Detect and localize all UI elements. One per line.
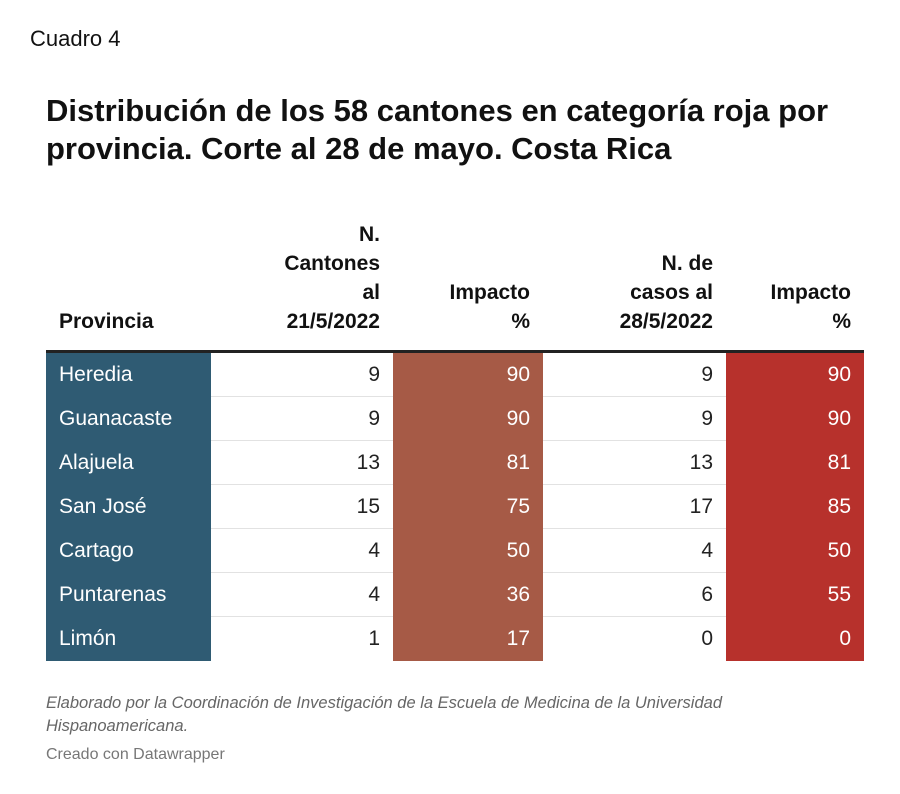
header-casos-28: N. de casos al 28/5/2022: [543, 220, 726, 353]
cell-provincia: Cartago: [46, 528, 211, 573]
cell-provincia: Heredia: [46, 351, 211, 397]
table-row: Cartago 4 50 4 50: [46, 528, 864, 573]
cell-cantones-21: 4: [211, 528, 393, 573]
header-line: al: [362, 281, 380, 304]
header-line: 21/5/2022: [286, 310, 380, 333]
header-line: Impacto: [449, 281, 530, 304]
header-line: casos al: [630, 281, 713, 304]
cell-impacto-21: 17: [393, 616, 543, 661]
cell-cantones-21: 13: [211, 440, 393, 485]
cell-impacto-21: 90: [393, 396, 543, 441]
header-line: Provincia: [59, 310, 154, 333]
cell-impacto-28: 0: [726, 616, 864, 661]
data-table: Provincia N. Cantones al 21/5/2022 Impacto% N.…: [46, 220, 864, 661]
cell-impacto-28: 55: [726, 572, 864, 617]
cell-impacto-21: 90: [393, 351, 543, 397]
table-body: Heredia 9 90 9 90 Guanacaste 9 90 9 90 Alajuela 13 8…: [46, 351, 864, 661]
cell-cantones-21: 9: [211, 396, 393, 441]
cell-impacto-28: 90: [726, 396, 864, 441]
table-row: Limón 1 17 0 0: [46, 616, 864, 661]
header-line: N. de: [661, 252, 713, 275]
cell-provincia: San José: [46, 484, 211, 529]
cell-impacto-28: 90: [726, 351, 864, 397]
cell-impacto-28: 85: [726, 484, 864, 529]
source-note: Elaborado por la Coordinación de Investi…: [46, 694, 723, 735]
header-cantones-21: N. Cantones al 21/5/2022: [211, 220, 393, 353]
cell-provincia: Puntarenas: [46, 572, 211, 617]
cell-casos-28: 13: [543, 440, 726, 485]
header-line: Impacto: [770, 281, 851, 304]
table-row: Guanacaste 9 90 9 90: [46, 396, 864, 441]
table-title: Distribución de los 58 cantones en categ…: [46, 93, 829, 166]
cell-impacto-21: 75: [393, 484, 543, 529]
cell-provincia: Limón: [46, 616, 211, 661]
cell-casos-28: 9: [543, 396, 726, 441]
header-line: 28/5/2022: [619, 310, 713, 333]
cell-provincia: Alajuela: [46, 440, 211, 485]
cell-casos-28: 4: [543, 528, 726, 573]
cell-cantones-21: 9: [211, 351, 393, 397]
cell-cantones-21: 1: [368, 626, 380, 650]
header-impacto-21: Impacto%: [393, 220, 543, 353]
table-row: Puntarenas 4 36 6 55: [46, 572, 864, 617]
cell-casos-28: 6: [543, 572, 726, 617]
cell-provincia: Guanacaste: [46, 396, 211, 441]
header-impacto-28: Impacto%: [726, 220, 864, 353]
table-row: Heredia 9 90 9 90: [46, 351, 864, 397]
header-line: %: [832, 310, 851, 333]
cell-impacto-28: 81: [726, 440, 864, 485]
cell-impacto-28: 50: [726, 528, 864, 573]
header-provincia: Provincia: [46, 220, 211, 353]
header-line: Cantones: [284, 252, 380, 275]
cell-cantones-21: 4: [211, 572, 393, 617]
table-row: Alajuela 13 81 13 81: [46, 440, 864, 485]
credit-note: Creado con Datawrapper: [46, 746, 225, 763]
cell-casos-28: 0: [701, 626, 713, 650]
cell-impacto-21: 81: [393, 440, 543, 485]
header-row: Provincia N. Cantones al 21/5/2022 Impacto% N.…: [46, 220, 864, 353]
header-line: N.: [359, 223, 380, 246]
table-header: Provincia N. Cantones al 21/5/2022 Impacto% N.…: [46, 220, 864, 353]
table-row: San José 15 75 17 85: [46, 484, 864, 529]
figure-label: Cuadro 4: [30, 26, 121, 51]
cell-impacto-21: 50: [393, 528, 543, 573]
cell-cantones-21: 15: [211, 484, 393, 529]
cell-casos-28: 9: [543, 351, 726, 397]
cell-impacto-21: 36: [393, 572, 543, 617]
cell-casos-28: 17: [543, 484, 726, 529]
header-line: %: [511, 310, 530, 333]
